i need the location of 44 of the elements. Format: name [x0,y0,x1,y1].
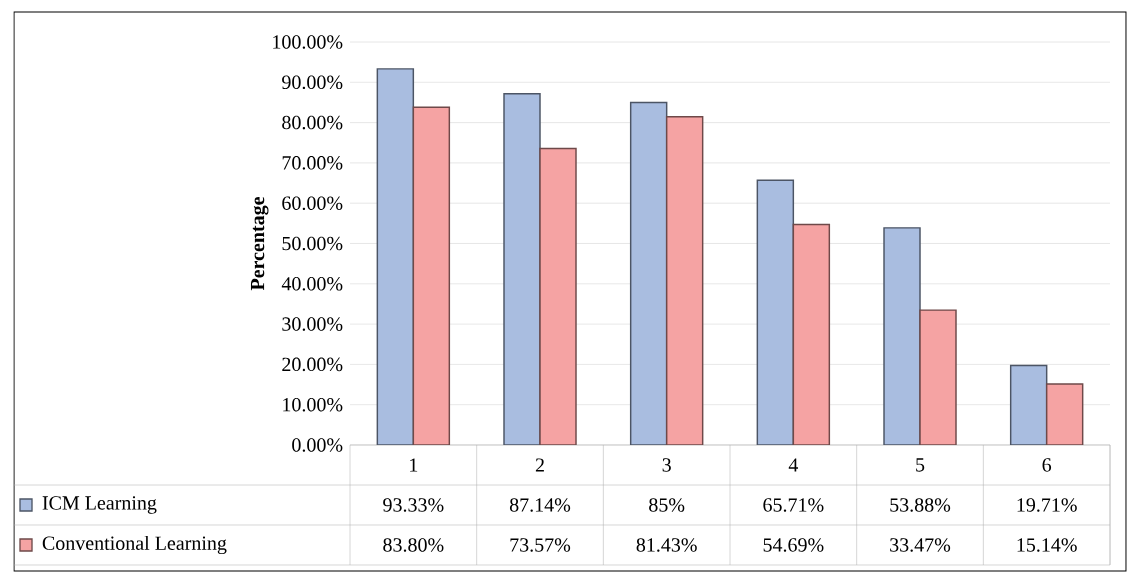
y-tick-label: 60.00% [282,196,343,210]
y-tick-label: 80.00% [282,115,343,130]
bar [883,227,921,445]
y-tick-label: 100.00% [273,35,343,49]
data-label: 33.47% [890,538,951,552]
legend-label: Conventional Learning [42,535,227,555]
bar [629,101,668,445]
y-tick-label: 10.00% [283,397,343,412]
y-tick-label: 20.00% [282,357,343,372]
data-label: 81.43% [636,538,697,552]
data-label: 83.80% [383,538,444,552]
legend-label: ICM Learning [42,496,157,514]
bar [503,93,541,445]
data-label: 65.71% [763,498,824,512]
bar [1009,364,1048,445]
bar [376,68,415,445]
data-label: 15.14% [1017,538,1077,552]
y-tick-label: 70.00% [282,156,343,170]
bar [919,309,957,445]
x-tick-label: 5 [916,458,925,472]
x-tick-label: 2 [535,458,544,472]
data-label: 19.71% [1017,498,1077,512]
bar [412,106,451,445]
data-label: 53.88% [890,498,951,512]
y-tick-label: 40.00% [281,277,343,291]
data-label: 87.14% [509,498,571,512]
bar [539,147,577,445]
x-tick-label: 4 [788,458,799,472]
bar [756,179,795,445]
bar [792,223,831,445]
y-tick-label: 0.00% [292,438,343,452]
x-tick-label: 3 [662,458,671,472]
data-label: 73.57% [510,538,571,552]
data-label: 54.69% [763,538,824,552]
y-tick-label: 30.00% [282,317,343,331]
data-label: 93.33% [383,498,444,512]
x-tick-label: 6 [1042,458,1052,472]
y-tick-label: 50.00% [282,236,343,251]
bar [1045,383,1084,445]
y-axis-title: Percentage [250,196,269,291]
bar [665,116,704,445]
y-tick-label: 90.00% [282,75,343,90]
data-label: 85% [649,498,685,512]
x-tick-label: 1 [410,458,418,472]
